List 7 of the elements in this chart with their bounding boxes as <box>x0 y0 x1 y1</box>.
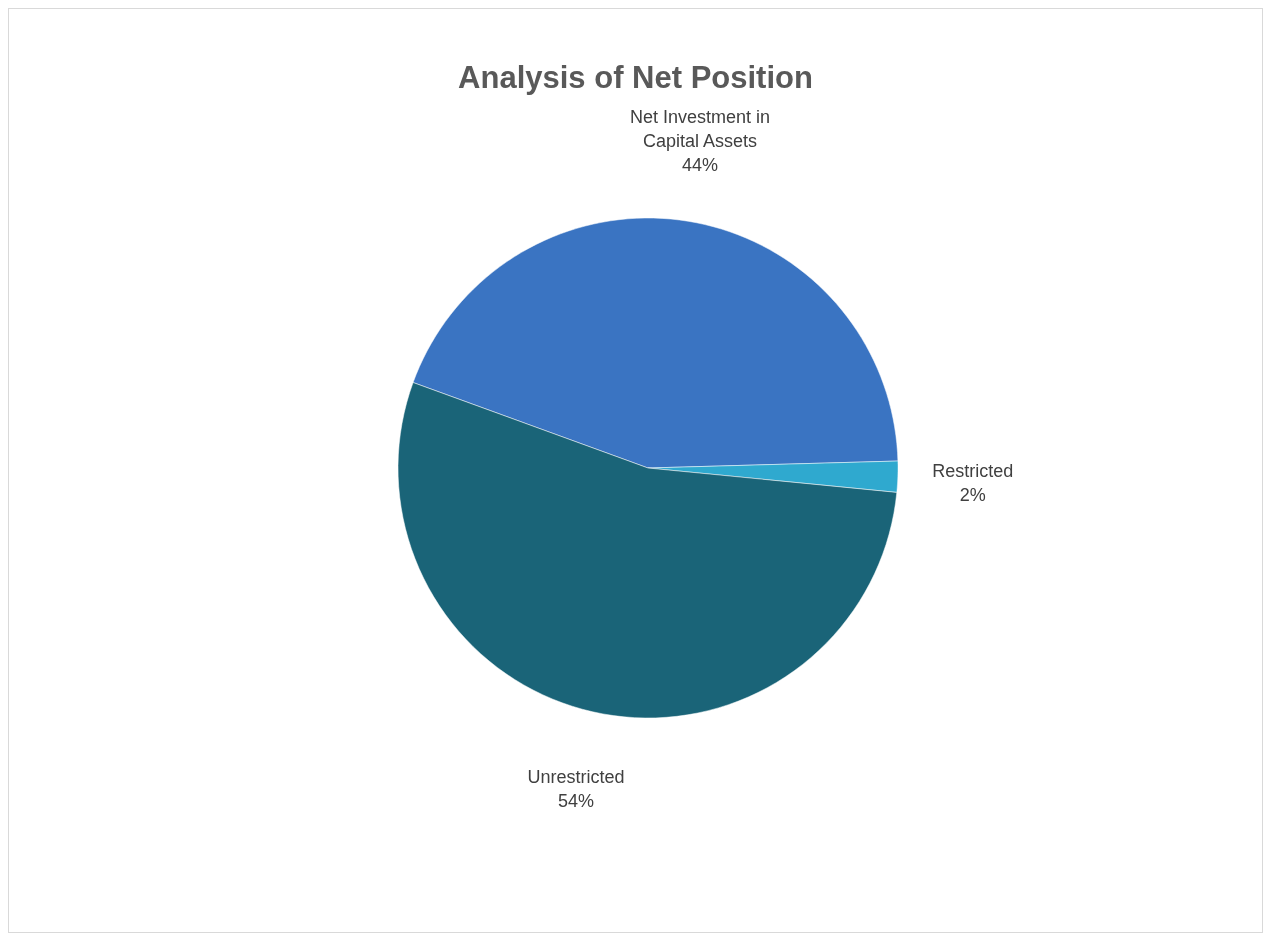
slice-label: Net Investment in Capital Assets <box>629 107 770 152</box>
chart-title: Analysis of Net Position <box>458 60 813 95</box>
data-label: 54% <box>557 790 595 811</box>
data-label: 44% <box>681 155 718 176</box>
slice-label: Unrestricted <box>527 766 625 787</box>
data-label: 2% <box>959 485 986 506</box>
slice-label: Restricted <box>932 461 1014 482</box>
